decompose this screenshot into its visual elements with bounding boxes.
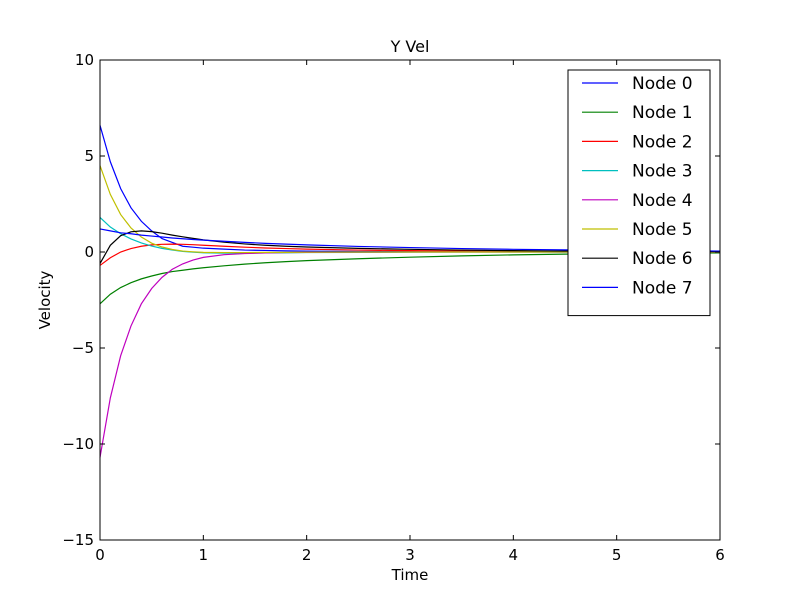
legend-label-node-3: Node 3 [632, 162, 693, 182]
series-line-node-1 [99, 252, 721, 305]
legend-label-node-1: Node 1 [632, 103, 693, 123]
series-line-node-6 [99, 230, 721, 264]
legend-label-node-4: Node 4 [632, 191, 693, 211]
series-line-node-7 [99, 228, 721, 252]
x-tick-label: 1 [199, 546, 209, 564]
legend-label-node-7: Node 7 [632, 278, 693, 298]
x-tick-label: 3 [405, 546, 415, 564]
series-line-node-5 [99, 165, 720, 254]
x-tick-label: 6 [715, 546, 725, 564]
chart-title: Y Vel [390, 37, 430, 56]
legend-label-node-2: Node 2 [632, 132, 693, 152]
series-layer [99, 125, 721, 458]
legend-label-node-0: Node 0 [632, 74, 693, 94]
x-tick-label: 4 [509, 546, 519, 564]
legend-label-node-5: Node 5 [632, 220, 693, 240]
y-axis-label: Velocity [36, 270, 54, 329]
legend-label-node-6: Node 6 [632, 249, 693, 269]
x-tick-label: 0 [95, 546, 105, 564]
legend-box [567, 69, 711, 317]
y-tick-label: 10 [75, 51, 94, 69]
y-tick-label: 0 [84, 243, 94, 261]
y-tick-label: −10 [62, 435, 94, 453]
legend: Node 0 Node 1 Node 2 Node 3 Node 4 Node 5 Node… [567, 69, 711, 317]
plot-frame [99, 59, 721, 541]
x-tick-label: 5 [612, 546, 622, 564]
y-tick-label: 5 [84, 147, 94, 165]
x-axis-label: Time [391, 566, 429, 584]
y-tick-label: −5 [72, 339, 94, 357]
x-tick-label: 2 [302, 546, 312, 564]
y-tick-label: −15 [62, 531, 94, 549]
tick-layer: 0 1 2 3 4 5 6 10 5 0 −5 −10 −15 [62, 51, 724, 564]
